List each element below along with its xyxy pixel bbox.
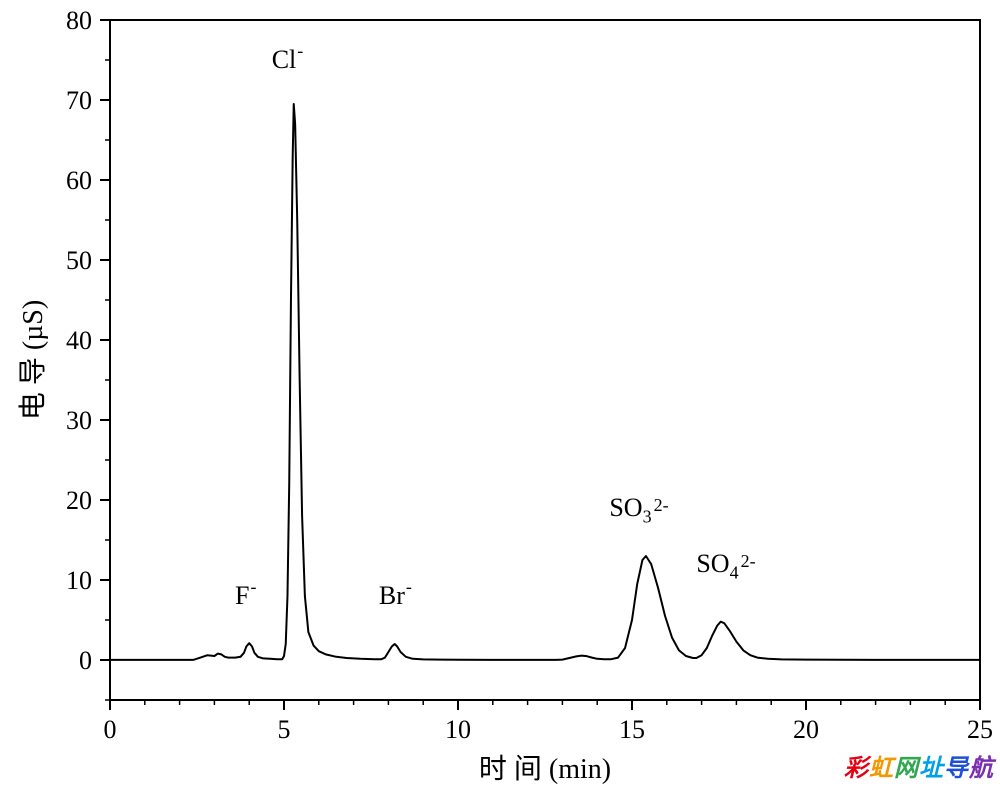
svg-text:25: 25 [967,715,993,744]
svg-text:F-: F- [235,576,256,610]
svg-text:20: 20 [66,486,92,515]
svg-text:5: 5 [278,715,291,744]
svg-text:80: 80 [66,6,92,35]
svg-text:Cl-: Cl- [272,40,304,74]
svg-text:时 间 (min): 时 间 (min) [479,753,611,785]
svg-text:Br-: Br- [379,576,412,610]
svg-text:30: 30 [66,406,92,435]
svg-text:60: 60 [66,166,92,195]
chromatogram-chart: 0 5 10 15 20 25 0 10 20 30 40 50 60 70 80 时 间 (min) 电 导 … [0,0,1000,787]
svg-text:40: 40 [66,326,92,355]
svg-text:70: 70 [66,86,92,115]
svg-text:50: 50 [66,246,92,275]
svg-text:0: 0 [104,715,117,744]
svg-text:15: 15 [619,715,645,744]
svg-text:10: 10 [445,715,471,744]
svg-text:SO42-: SO42- [696,549,755,583]
svg-text:电 导 (µS): 电 导 (µS) [17,300,49,420]
svg-text:10: 10 [66,566,92,595]
svg-text:0: 0 [79,646,92,675]
svg-text:SO32-: SO32- [609,493,668,527]
chart-svg: 0 5 10 15 20 25 0 10 20 30 40 50 60 70 80 时 间 (min) 电 导 … [0,0,1000,787]
svg-text:20: 20 [793,715,819,744]
